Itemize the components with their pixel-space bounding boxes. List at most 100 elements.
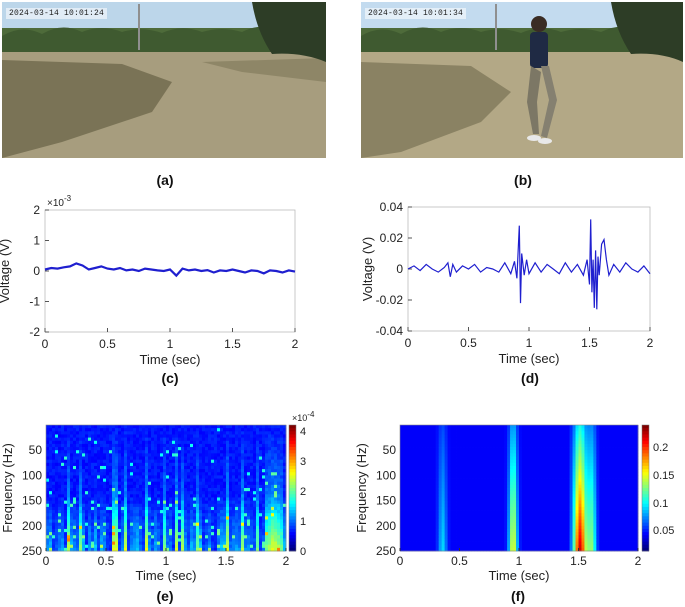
heatmap-cell: [271, 547, 275, 552]
heatmap-cell: [468, 484, 472, 489]
heatmap-cell: [402, 431, 407, 435]
heatmap-cell: [85, 431, 89, 435]
heatmap-cell: [157, 488, 161, 492]
heatmap-cell: [432, 541, 437, 546]
heatmap-cell: [199, 544, 203, 549]
heatmap-cell: [145, 462, 149, 467]
heatmap-cell: [106, 513, 110, 517]
heatmap-cell: [459, 516, 463, 520]
heatmap-cell: [226, 525, 230, 530]
heatmap-cell: [205, 450, 209, 454]
heatmap-cell: [513, 538, 517, 542]
heatmap-cell: [76, 519, 80, 524]
heatmap-cell: [450, 484, 454, 489]
heatmap-cell: [130, 497, 134, 501]
heatmap-cell: [429, 544, 434, 549]
heatmap-cell: [411, 522, 416, 527]
heatmap-cell: [193, 547, 197, 552]
heatmap-cell: [199, 443, 203, 448]
heatmap-cell: [271, 519, 275, 524]
heatmap-cell: [441, 535, 446, 539]
heatmap-cell: [103, 443, 107, 448]
heatmap-cell: [459, 440, 463, 445]
heatmap-cell: [435, 538, 440, 542]
heatmap-cell: [226, 541, 230, 546]
heatmap-cell: [196, 481, 200, 486]
heatmap-cell: [97, 522, 101, 527]
heatmap-cell: [76, 453, 80, 457]
heatmap-cell: [175, 434, 179, 438]
heatmap-cell: [459, 459, 463, 464]
heatmap-cell: [70, 431, 74, 435]
heatmap-cell: [402, 434, 407, 438]
heatmap-cell: [504, 535, 508, 539]
heatmap-cell: [208, 516, 212, 520]
heatmap-cell: [220, 535, 224, 539]
heatmap-cell: [495, 434, 499, 438]
heatmap-cell: [519, 525, 523, 530]
heatmap-cell: [157, 469, 161, 473]
heatmap-cell: [67, 506, 71, 511]
heatmap-cell: [220, 525, 224, 530]
heatmap-cell: [46, 497, 50, 501]
heatmap-cell: [148, 538, 152, 542]
heatmap-cell: [477, 538, 481, 542]
heatmap-cell: [274, 516, 278, 520]
heatmap-cell: [483, 528, 487, 533]
heatmap-cell: [118, 503, 122, 508]
label-e: (e): [156, 588, 174, 604]
heatmap-cell: [429, 462, 434, 467]
heatmap-cell: [510, 481, 514, 486]
heatmap-cell: [226, 506, 230, 511]
heatmap-cell: [253, 510, 257, 514]
heatmap-cell: [49, 491, 53, 495]
heatmap-cell: [498, 425, 502, 429]
heatmap-cell: [151, 459, 155, 464]
heatmap-cell: [169, 528, 173, 533]
heatmap-cell: [202, 547, 206, 552]
heatmap-cell: [121, 447, 125, 451]
heatmap-cell: [474, 462, 478, 467]
heatmap-cell: [414, 519, 419, 524]
heatmap-cell: [453, 462, 457, 467]
heatmap-cell: [498, 478, 502, 483]
heatmap-cell: [432, 510, 437, 514]
heatmap-cell: [109, 456, 113, 461]
heatmap-cell: [474, 428, 478, 432]
heatmap-cell: [274, 513, 278, 517]
heatmap-cell: [417, 456, 422, 461]
heatmap-cell: [178, 475, 182, 479]
heatmap-cell: [118, 488, 122, 492]
heatmap-cell: [283, 525, 287, 530]
heatmap-cell: [97, 475, 101, 479]
heatmap-cell: [456, 528, 460, 533]
heatmap-cell: [211, 497, 215, 501]
heatmap-cell: [181, 488, 185, 492]
heatmap-cell: [223, 434, 227, 438]
heatmap-cell: [103, 500, 107, 505]
heatmap-cell: [408, 462, 413, 467]
y-tick-label: -1: [29, 295, 40, 309]
heatmap-cell: [238, 469, 242, 473]
heatmap-cell: [199, 528, 203, 533]
heatmap-cell: [181, 506, 185, 511]
heatmap-cell: [76, 528, 80, 533]
heatmap-cell: [160, 525, 164, 530]
heatmap-cell: [283, 465, 287, 470]
heatmap-cell: [268, 516, 272, 520]
heatmap-cell: [64, 491, 68, 495]
heatmap-cell: [118, 481, 122, 486]
heatmap-cell: [175, 500, 179, 505]
heatmap-cell: [73, 456, 77, 461]
heatmap-cell: [253, 528, 257, 533]
heatmap-cell: [166, 481, 170, 486]
heatmap-cell: [70, 519, 74, 524]
heatmap-cell: [55, 484, 59, 489]
heatmap-cell: [184, 532, 188, 536]
heatmap-cell: [516, 525, 520, 530]
heatmap-cell: [259, 538, 263, 542]
heatmap-cell: [253, 462, 257, 467]
heatmap-cell: [112, 484, 116, 489]
heatmap-cell: [253, 506, 257, 511]
heatmap-cell: [405, 528, 410, 533]
